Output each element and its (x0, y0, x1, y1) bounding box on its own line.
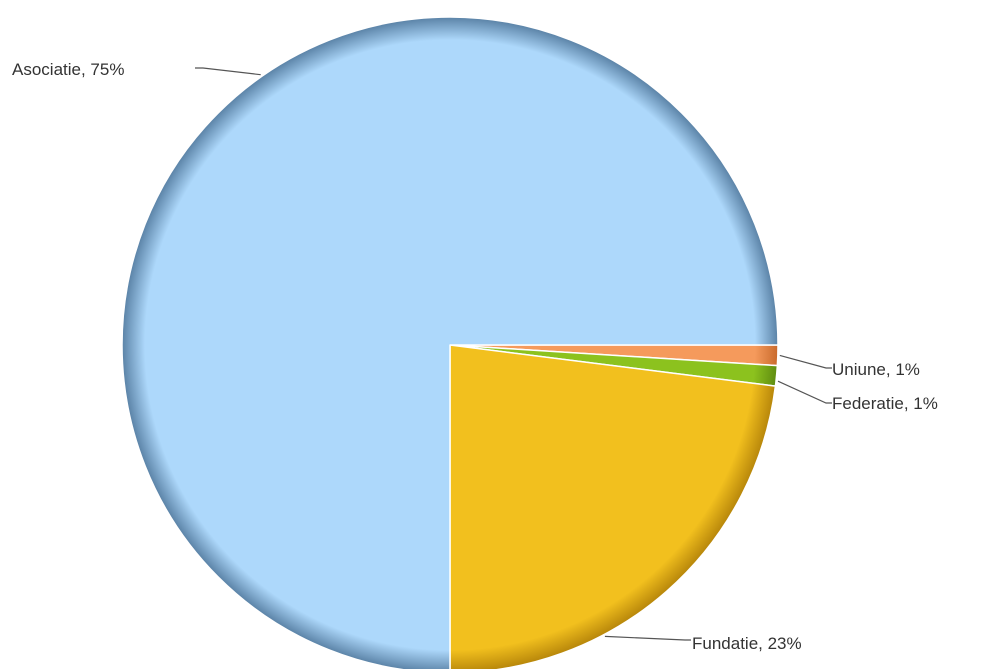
leader-lines-layer (195, 67, 832, 641)
labels-layer: Uniune, 1% Federatie, 1% Fundatie, 23% Asoc… (12, 60, 938, 653)
leader-line-fundatie (604, 635, 691, 641)
leader-line-asociatie (195, 67, 261, 76)
slices-layer (121, 16, 779, 669)
slice-label-uniune: Uniune, 1% (832, 360, 920, 379)
pie-slice-asociatie (121, 16, 779, 669)
leader-line-federatie (777, 380, 832, 404)
leader-line-uniune (779, 354, 832, 369)
slice-label-asociatie: Asociatie, 75% (12, 60, 124, 79)
pie-slice-fundatie (449, 344, 777, 669)
slice-label-fundatie: Fundatie, 23% (692, 634, 802, 653)
slice-label-federatie: Federatie, 1% (832, 394, 938, 413)
